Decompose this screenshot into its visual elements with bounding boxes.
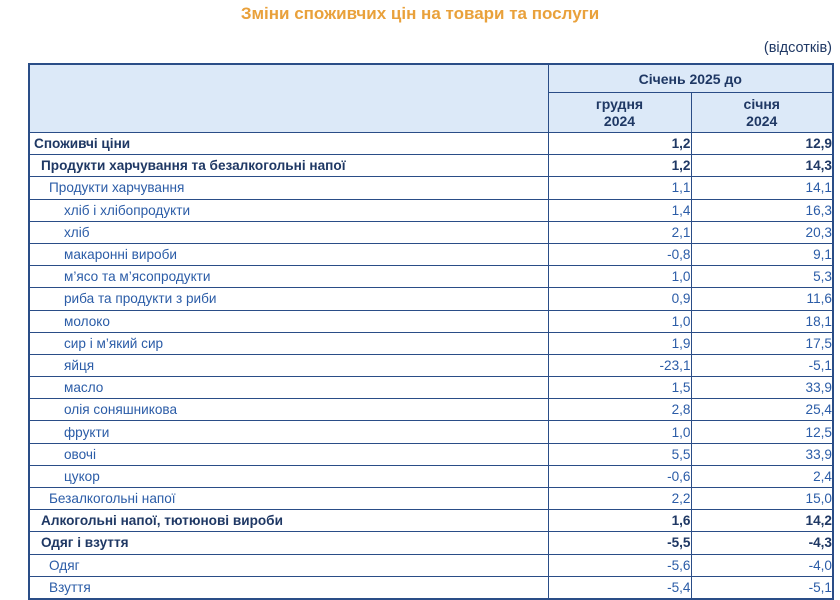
value-vs-january: 16,3 (690, 198, 834, 222)
table-row: Споживчі ціни 1,2 12,9 (28, 131, 834, 156)
value-vs-december: -5,4 (547, 575, 692, 600)
value-vs-december: 1,0 (547, 309, 692, 333)
table-row: Продукти харчування та безалкогольні нап… (28, 154, 834, 178)
value-vs-january: 20,3 (690, 220, 834, 244)
header-period: Січень 2025 до (547, 63, 834, 93)
row-label: сир і м’який сир (28, 331, 549, 355)
row-label: Одяг і взуття (28, 531, 549, 555)
row-label: Безалкогольні напої (28, 486, 549, 511)
row-label: хліб і хлібопродукти (28, 198, 549, 222)
value-vs-january: -5,1 (690, 575, 834, 600)
row-label: овочі (28, 442, 549, 466)
value-vs-december: -5,6 (547, 553, 692, 577)
value-vs-january: 14,1 (690, 176, 834, 200)
value-vs-december: 0,9 (547, 287, 692, 311)
value-vs-december: 1,2 (547, 154, 692, 178)
row-label: олія соняшникова (28, 398, 549, 422)
row-label: макаронні вироби (28, 242, 549, 267)
value-vs-december: -0,6 (547, 464, 692, 489)
value-vs-january: 11,6 (690, 287, 834, 311)
header-col-vs-january: січня 2024 (690, 92, 834, 133)
table-header: Січень 2025 до грудня 2024 січня 2024 (28, 63, 834, 133)
value-vs-january: 14,3 (690, 154, 834, 178)
table-row: макаронні вироби -0,8 9,1 (28, 242, 834, 267)
row-label: цукор (28, 464, 549, 489)
table-row: Одяг -5,6 -4,0 (28, 553, 834, 577)
value-vs-january: 15,0 (690, 486, 834, 511)
header-corner-cell (28, 63, 549, 133)
row-label: фрукти (28, 420, 549, 444)
value-vs-december: -0,8 (547, 242, 692, 267)
value-vs-december: -5,5 (547, 531, 692, 555)
value-vs-january: 12,5 (690, 420, 834, 444)
value-vs-january: 9,1 (690, 242, 834, 267)
unit-note: (відсотків) (763, 40, 832, 56)
table-row: хліб 2,1 20,3 (28, 220, 834, 244)
header-col-vs-december: грудня 2024 (547, 92, 692, 133)
value-vs-january: 2,4 (690, 464, 834, 489)
value-vs-january: 33,9 (690, 442, 834, 466)
table-row: масло 1,5 33,9 (28, 376, 834, 400)
consumer-prices-table: Січень 2025 до грудня 2024 січня 2024 Сп… (28, 63, 834, 600)
row-label: Продукти харчування та безалкогольні нап… (28, 154, 549, 178)
table-row: цукор -0,6 2,4 (28, 464, 834, 489)
value-vs-january: 33,9 (690, 376, 834, 400)
value-vs-december: -23,1 (547, 353, 692, 378)
value-vs-december: 2,1 (547, 220, 692, 244)
value-vs-december: 1,0 (547, 265, 692, 289)
value-vs-december: 1,6 (547, 509, 692, 533)
value-vs-december: 2,8 (547, 398, 692, 422)
value-vs-january: 17,5 (690, 331, 834, 355)
value-vs-december: 2,2 (547, 486, 692, 511)
value-vs-december: 1,2 (547, 131, 692, 156)
value-vs-january: -4,0 (690, 553, 834, 577)
table-row: Продукти харчування 1,1 14,1 (28, 176, 834, 200)
table-row: Алкогольні напої, тютюнові вироби 1,6 14… (28, 509, 834, 533)
value-vs-january: -4,3 (690, 531, 834, 555)
row-label: молоко (28, 309, 549, 333)
row-label: яйця (28, 353, 549, 378)
table-row: сир і м’який сир 1,9 17,5 (28, 331, 834, 355)
row-label: хліб (28, 220, 549, 244)
table-row: риба та продукти з риби 0,9 11,6 (28, 287, 834, 311)
value-vs-january: 5,3 (690, 265, 834, 289)
table-row: Одяг і взуття -5,5 -4,3 (28, 531, 834, 555)
page-title: Зміни споживчих цін на товари та послуги (240, 4, 600, 23)
table-row: хліб і хлібопродукти 1,4 16,3 (28, 198, 834, 222)
table-row: м’ясо та м’ясопродукти 1,0 5,3 (28, 265, 834, 289)
row-label: Продукти харчування (28, 176, 549, 200)
value-vs-december: 1,1 (547, 176, 692, 200)
value-vs-december: 1,9 (547, 331, 692, 355)
value-vs-december: 1,0 (547, 420, 692, 444)
row-label: Одяг (28, 553, 549, 577)
table-row: олія соняшникова 2,8 25,4 (28, 398, 834, 422)
row-label: Взуття (28, 575, 549, 600)
row-label: Алкогольні напої, тютюнові вироби (28, 509, 549, 533)
table-row: фрукти 1,0 12,5 (28, 420, 834, 444)
value-vs-december: 1,4 (547, 198, 692, 222)
row-label: риба та продукти з риби (28, 287, 549, 311)
table-row: молоко 1,0 18,1 (28, 309, 834, 333)
table-row: Безалкогольні напої 2,2 15,0 (28, 486, 834, 511)
value-vs-january: -5,1 (690, 353, 834, 378)
value-vs-january: 18,1 (690, 309, 834, 333)
value-vs-january: 14,2 (690, 509, 834, 533)
table-row: яйця -23,1 -5,1 (28, 353, 834, 378)
row-label: Споживчі ціни (28, 131, 549, 156)
value-vs-december: 5,5 (547, 442, 692, 466)
value-vs-january: 25,4 (690, 398, 834, 422)
table-row: овочі 5,5 33,9 (28, 442, 834, 466)
value-vs-january: 12,9 (690, 131, 834, 156)
row-label: масло (28, 376, 549, 400)
table-row: Взуття -5,4 -5,1 (28, 575, 834, 600)
value-vs-december: 1,5 (547, 376, 692, 400)
row-label: м’ясо та м’ясопродукти (28, 265, 549, 289)
